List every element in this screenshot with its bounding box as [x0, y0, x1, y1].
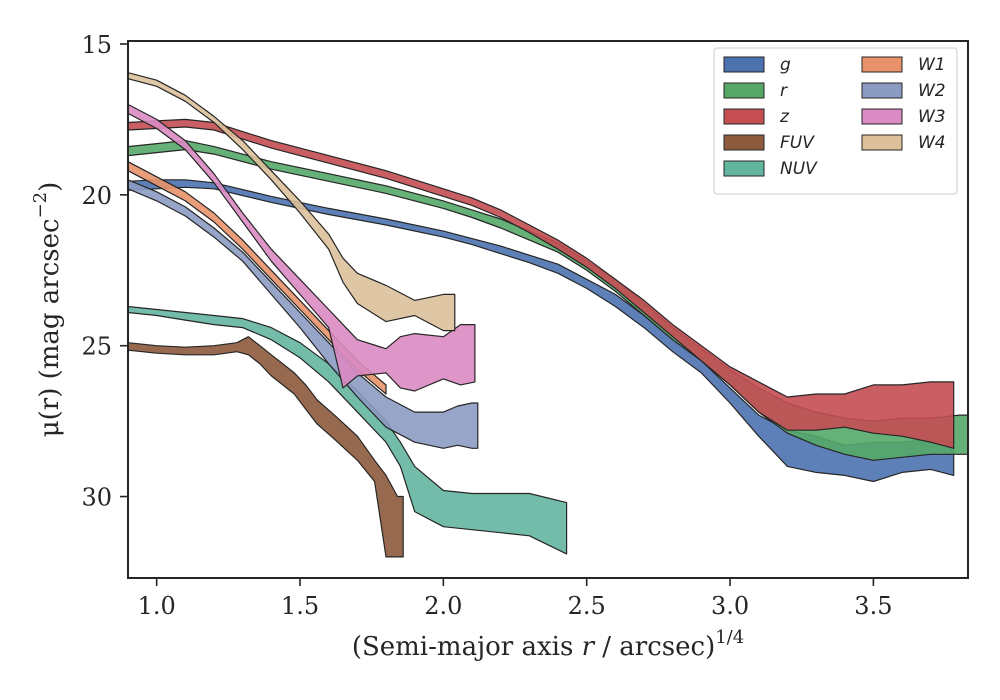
legend-swatch-z [723, 108, 765, 125]
legend-label: NUV [780, 159, 818, 179]
plot-frame [127, 40, 969, 579]
y-tick-label: 15 [81, 31, 112, 59]
x-axis-ticks: 1.0 1.5 2.0 2.5 3.0 3.5 [138, 578, 892, 620]
legend-swatch-w4 [861, 134, 903, 151]
x-axis-title: (Semi-major axis r / arcsec)1/4 [352, 627, 744, 662]
x-tick-label: 1.0 [138, 592, 176, 620]
x-tick-label: 1.5 [281, 592, 319, 620]
legend-swatch-nuv [723, 160, 765, 177]
legend-swatch-w2 [861, 82, 903, 99]
y-axis-title-main: μ(r) (mag arcsec [35, 218, 65, 437]
band-nuv [127, 305, 568, 555]
legend-label: W1 [918, 55, 946, 75]
legend-swatch-w3 [861, 108, 903, 125]
legend-label: W3 [918, 107, 946, 127]
x-tick-label: 2.5 [568, 592, 606, 620]
legend-label: W2 [918, 81, 946, 101]
band-g [127, 179, 955, 483]
y-axis-title-superscript: −2 [30, 192, 51, 219]
legend-swatch-w1 [861, 56, 903, 73]
band-fuv [127, 336, 404, 558]
y-tick-label: 25 [81, 333, 112, 361]
legend-label: W4 [918, 133, 946, 153]
band-w4 [127, 72, 456, 332]
y-axis-ticks: 15 20 25 30 [81, 31, 128, 512]
x-axis-title-main: (Semi-major axis r / arcsec) [352, 632, 715, 662]
x-tick-label: 3.5 [854, 592, 892, 620]
band-z [127, 118, 955, 449]
band-w2 [127, 179, 479, 449]
y-tick-label: 20 [81, 182, 112, 210]
legend-swatch-fuv [723, 134, 765, 151]
x-tick-label: 3.0 [711, 592, 749, 620]
legend-swatch-r [723, 82, 765, 99]
y-axis-title-close: ) [35, 182, 65, 192]
legend-swatch-g [723, 56, 765, 73]
legend-label: r [780, 81, 788, 101]
x-axis-title-text: / arcsec) [594, 632, 715, 662]
legend: grz FUV NUV W1 W2 W3 W4 [713, 47, 958, 195]
x-tick-label: 2.0 [424, 592, 462, 620]
y-axis-title: μ(r) (mag arcsec−2) [30, 182, 65, 438]
x-axis-title-text: (Semi-major axis [352, 632, 582, 662]
legend-label: z [779, 107, 790, 127]
legend-label: FUV [780, 133, 815, 153]
x-axis-title-variable: r [582, 632, 596, 662]
legend-label: g [780, 55, 791, 75]
y-tick-label: 30 [81, 484, 112, 512]
x-axis-title-superscript: 1/4 [715, 627, 744, 648]
band-w3 [127, 103, 476, 392]
profile-bands [127, 72, 969, 558]
